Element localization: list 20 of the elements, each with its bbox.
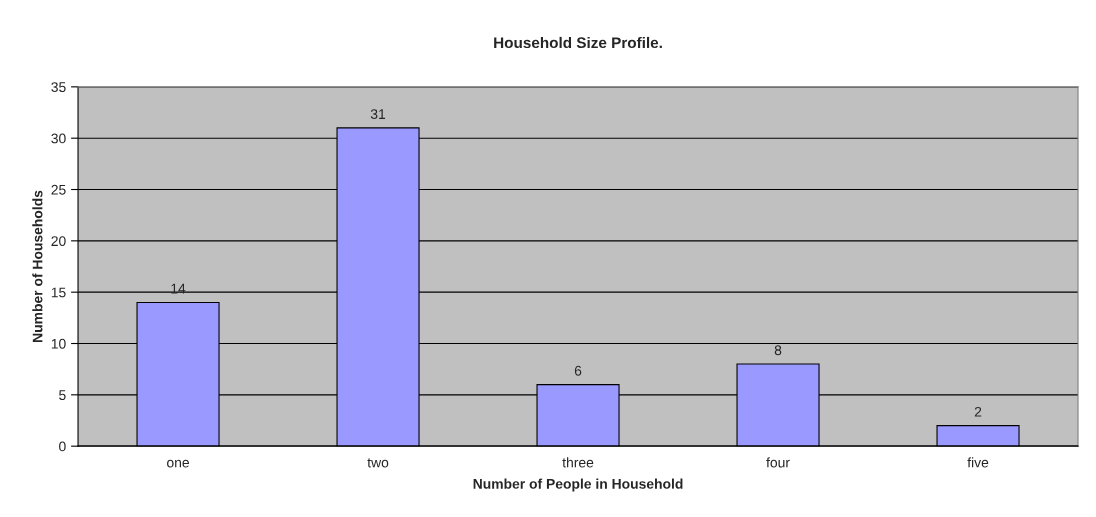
x-tick-label: four: [766, 457, 790, 468]
x-tick-label: five: [967, 457, 989, 468]
y-tick-label: 35: [51, 82, 66, 93]
data-label: 6: [574, 365, 582, 376]
y-tick-label: 30: [51, 133, 66, 144]
x-tick-label: two: [367, 458, 389, 468]
y-tick-label: 20: [51, 236, 66, 247]
y-tick-label: 15: [51, 287, 66, 298]
x-tick-label: three: [562, 457, 594, 468]
y-tick-label: 10: [51, 338, 66, 349]
y-tick-label: 0: [59, 441, 66, 452]
y-axis-title: Number of Households: [32, 190, 43, 342]
x-axis-title: Number of People in Household: [473, 478, 683, 492]
data-label: 8: [774, 345, 782, 356]
x-tick-label: one: [167, 459, 189, 468]
y-tick-label: 5: [59, 390, 66, 401]
y-tick-label: 25: [51, 184, 66, 195]
data-label: 2: [974, 406, 982, 417]
chart-title: Household Size Profile.: [494, 36, 662, 49]
data-label: 31: [370, 109, 386, 120]
